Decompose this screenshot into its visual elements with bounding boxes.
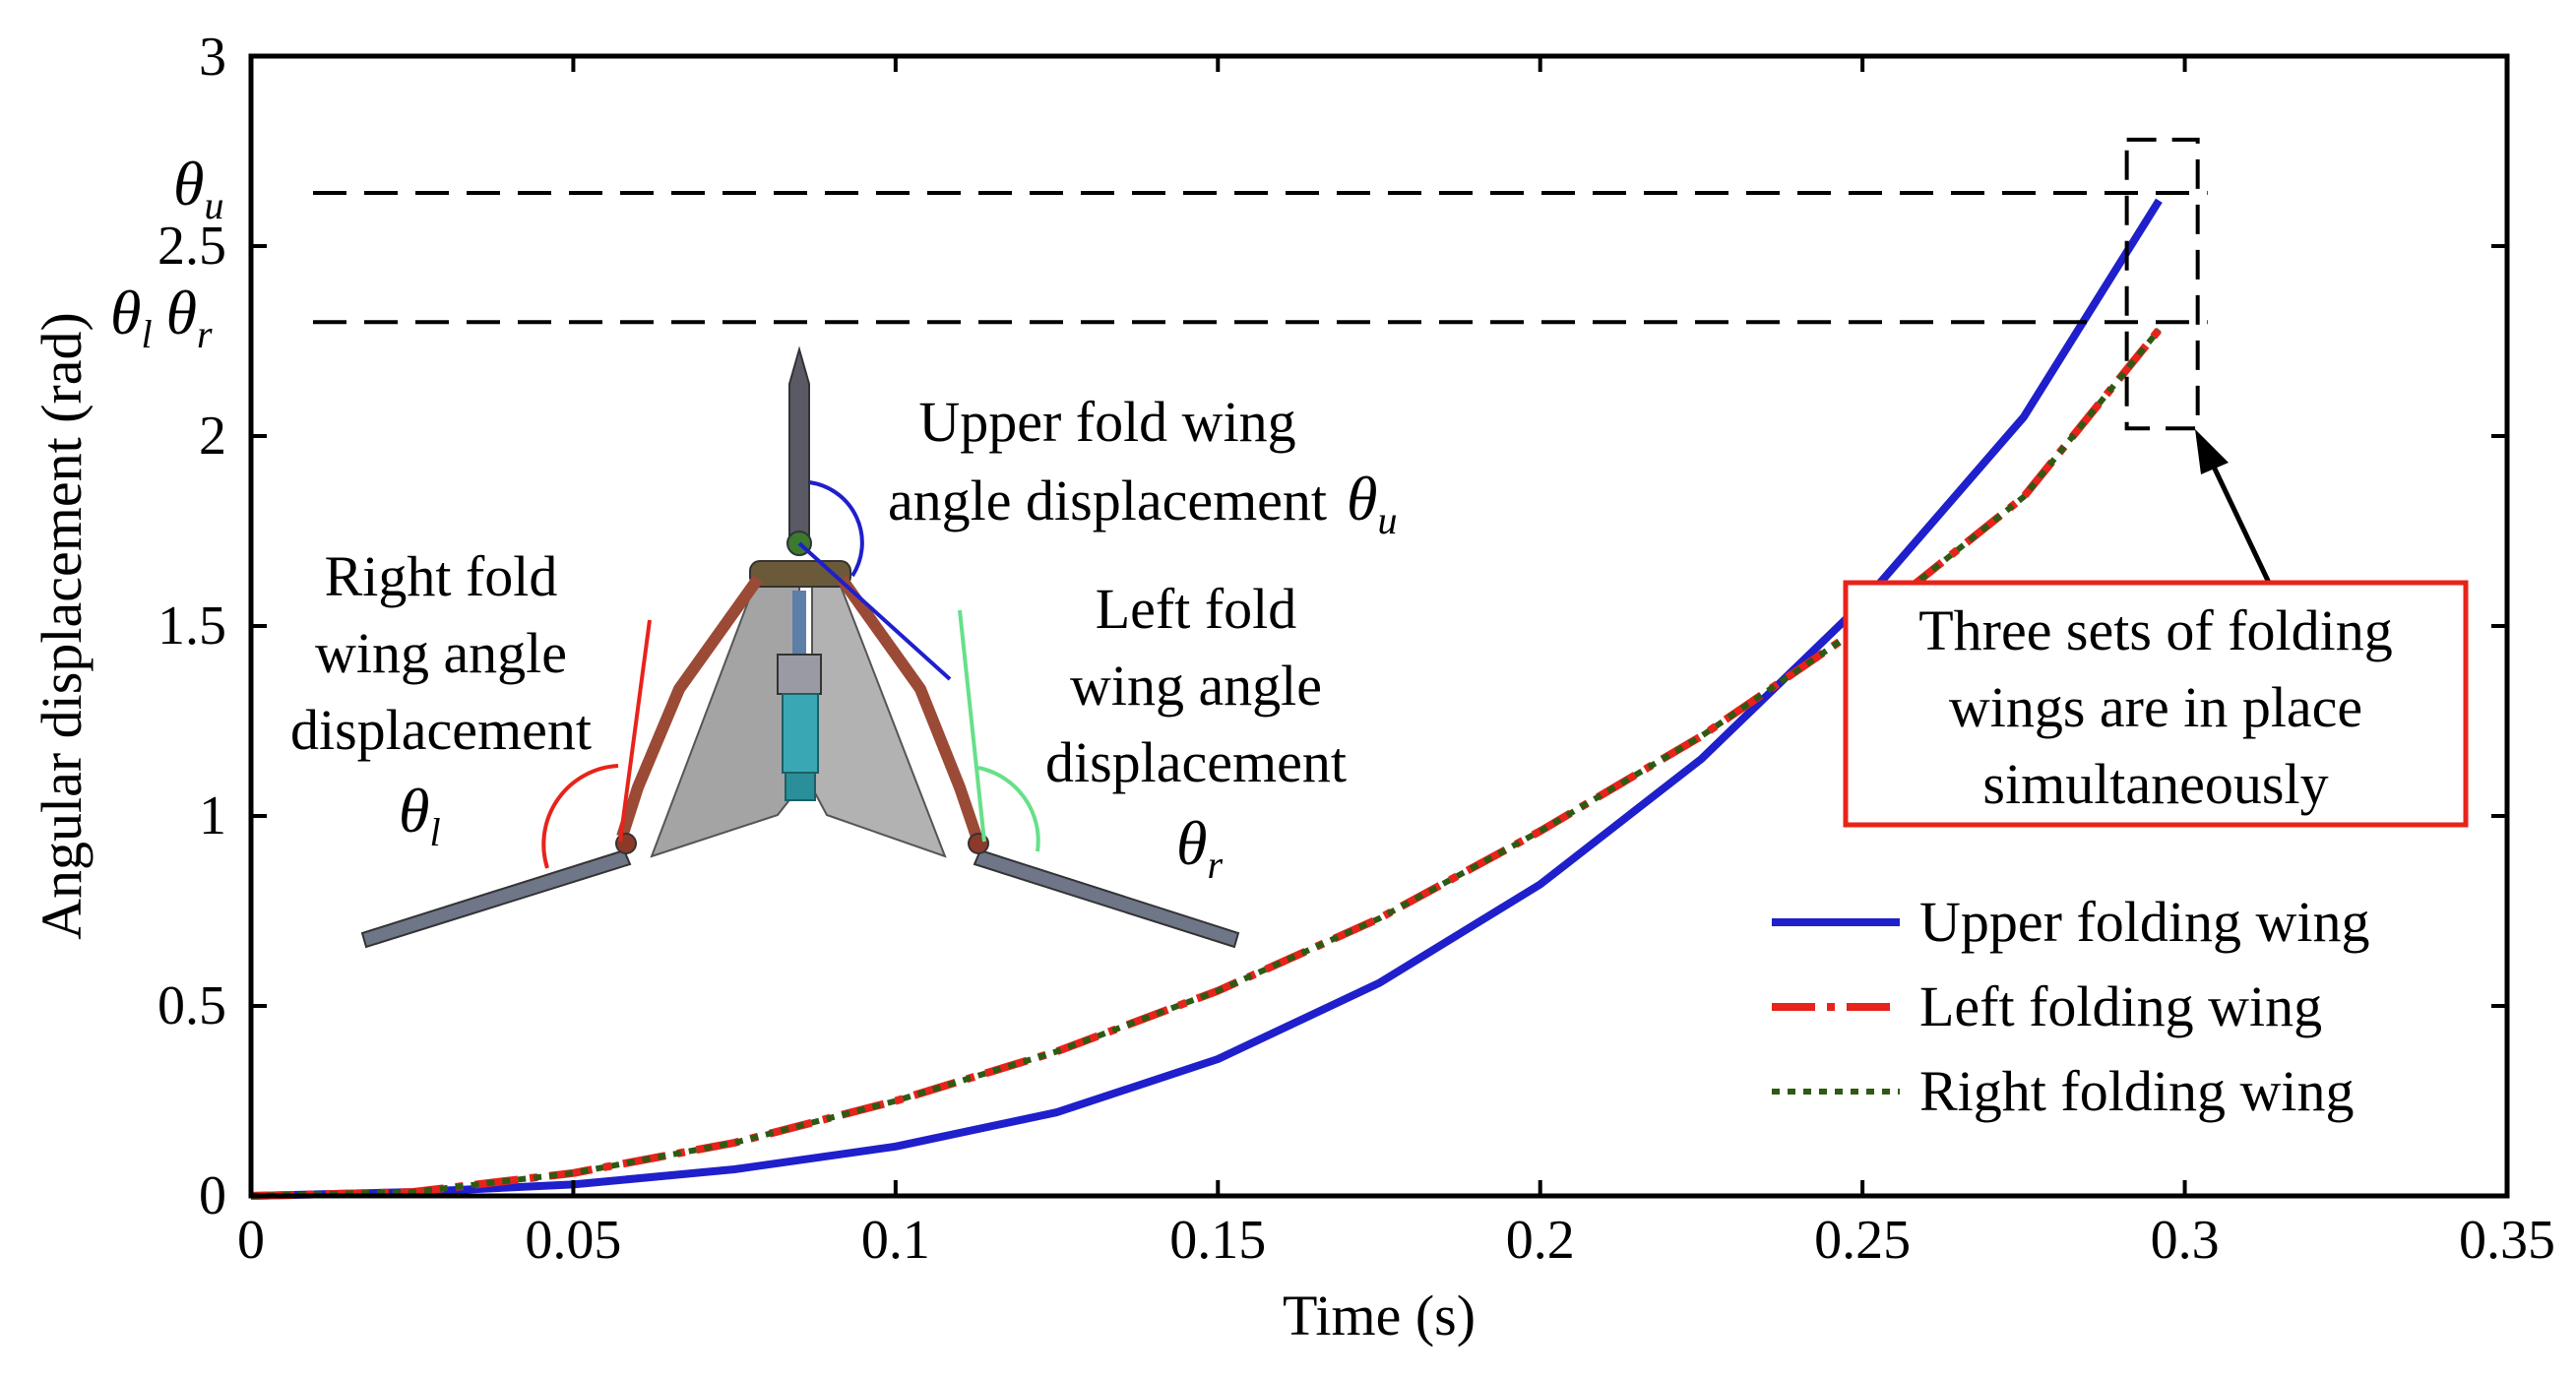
mechanism-actuator-cylinder xyxy=(782,693,819,774)
callout-box: Three sets of folding wings are in place… xyxy=(1843,580,2469,828)
annotation-left-theta: θ xyxy=(1176,808,1207,878)
y-tick-label: 0 xyxy=(199,1165,226,1226)
y-axis-ticks: 0 0.5 1 1.5 2 2.5 3 xyxy=(157,27,2507,1226)
reference-label-theta-u: θu xyxy=(173,149,223,227)
x-axis-ticks: 0 0.05 0.1 0.15 0.2 0.25 0.3 0.35 xyxy=(237,56,2555,1271)
callout-arrow-head xyxy=(2195,429,2229,474)
y-tick-label: 1 xyxy=(199,785,226,846)
mechanism-actuator-block xyxy=(777,654,822,695)
annotation-upper-line2: angle displacement xyxy=(888,469,1327,532)
callout-arrow-shaft xyxy=(2210,463,2272,585)
reference-label-theta-l-sub: l xyxy=(141,312,152,356)
annotation-left: Left fold wing angle displacement θr xyxy=(1045,577,1347,887)
legend-label-right-folding-wing: Right folding wing xyxy=(1919,1059,2354,1123)
annotation-right-line3: displacement xyxy=(290,698,592,762)
annotation-right-line1: Right fold xyxy=(325,544,558,608)
mechanism-actuator-base xyxy=(785,772,816,801)
annotation-upper-theta: θ xyxy=(1347,464,1377,533)
mechanism-nose-spike xyxy=(788,345,810,537)
annotation-upper: Upper fold wing angle displacement θu xyxy=(888,390,1397,542)
reference-label-theta-l-theta-r: θl θr xyxy=(110,278,213,356)
mechanism-link-right xyxy=(837,575,982,839)
callout-line-2: wings are in place xyxy=(1949,675,2362,739)
left-angle-line xyxy=(958,609,986,843)
y-tick-label: 2.5 xyxy=(157,216,226,277)
reference-label-theta-u-sub: u xyxy=(204,183,223,227)
mechanism-illustration xyxy=(360,345,1240,949)
annotation-left-line2: wing angle xyxy=(1070,654,1322,718)
y-axis-title: Angular displacement (rad) xyxy=(30,312,94,940)
annotation-upper-symbol: θu xyxy=(1347,464,1397,542)
mechanism-actuator-rod xyxy=(792,591,806,659)
x-tick-label: 0.25 xyxy=(1814,1210,1911,1271)
x-tick-label: 0.3 xyxy=(2151,1210,2220,1271)
callout-line-1: Three sets of folding xyxy=(1918,598,2393,662)
y-tick-label: 1.5 xyxy=(157,595,226,657)
callout-line-3: simultaneously xyxy=(1982,752,2328,816)
x-tick-label: 0.15 xyxy=(1169,1210,1266,1271)
reference-lines xyxy=(313,190,2208,325)
annotation-left-line1: Left fold xyxy=(1096,577,1297,641)
annotation-right-theta: θ xyxy=(399,776,429,846)
y-tick-label: 2 xyxy=(199,406,226,467)
left-angle-arc xyxy=(977,766,1040,852)
y-tick-label: 3 xyxy=(199,27,226,88)
upper-angle-arc xyxy=(808,480,864,578)
x-tick-label: 0 xyxy=(237,1210,265,1271)
annotation-left-theta-sub: r xyxy=(1207,843,1223,887)
legend: Upper folding wing Left folding wing Rig… xyxy=(1772,890,2370,1123)
callout-box-border xyxy=(1843,580,2469,828)
mechanism-link-left xyxy=(616,575,763,839)
reference-label-theta-r-main: θ xyxy=(166,278,197,347)
y-tick-label: 0.5 xyxy=(157,975,226,1036)
x-tick-label: 0.05 xyxy=(525,1210,621,1271)
x-axis-title: Time (s) xyxy=(1283,1284,1476,1347)
annotation-left-line3: displacement xyxy=(1045,730,1347,794)
mechanism-wing-rod-left xyxy=(360,848,632,949)
reference-label-theta-u-main: θ xyxy=(173,149,204,219)
annotation-upper-theta-sub: u xyxy=(1377,498,1397,542)
reference-label-theta-r-sub: r xyxy=(197,312,213,356)
right-angle-arc xyxy=(541,764,619,869)
annotation-right-line2: wing angle xyxy=(315,621,567,685)
annotation-right: Right fold wing angle displacement θl xyxy=(290,544,592,854)
callout-arrow xyxy=(2195,429,2272,585)
right-angle-line xyxy=(618,619,652,843)
annotation-left-symbol: θr xyxy=(1176,808,1223,887)
legend-label-upper-folding-wing: Upper folding wing xyxy=(1919,890,2370,954)
annotation-upper-line1: Upper fold wing xyxy=(918,390,1295,454)
mechanism-wing-rod-right xyxy=(973,848,1240,949)
x-tick-label: 0.35 xyxy=(2459,1210,2555,1271)
annotation-right-symbol: θl xyxy=(399,776,441,854)
legend-label-left-folding-wing: Left folding wing xyxy=(1919,974,2322,1038)
annotation-right-theta-sub: l xyxy=(429,810,440,854)
x-tick-label: 0.1 xyxy=(861,1210,930,1271)
upper-angle-line xyxy=(797,541,952,681)
x-tick-label: 0.2 xyxy=(1506,1210,1575,1271)
reference-label-theta-l-main: θ xyxy=(110,278,141,347)
